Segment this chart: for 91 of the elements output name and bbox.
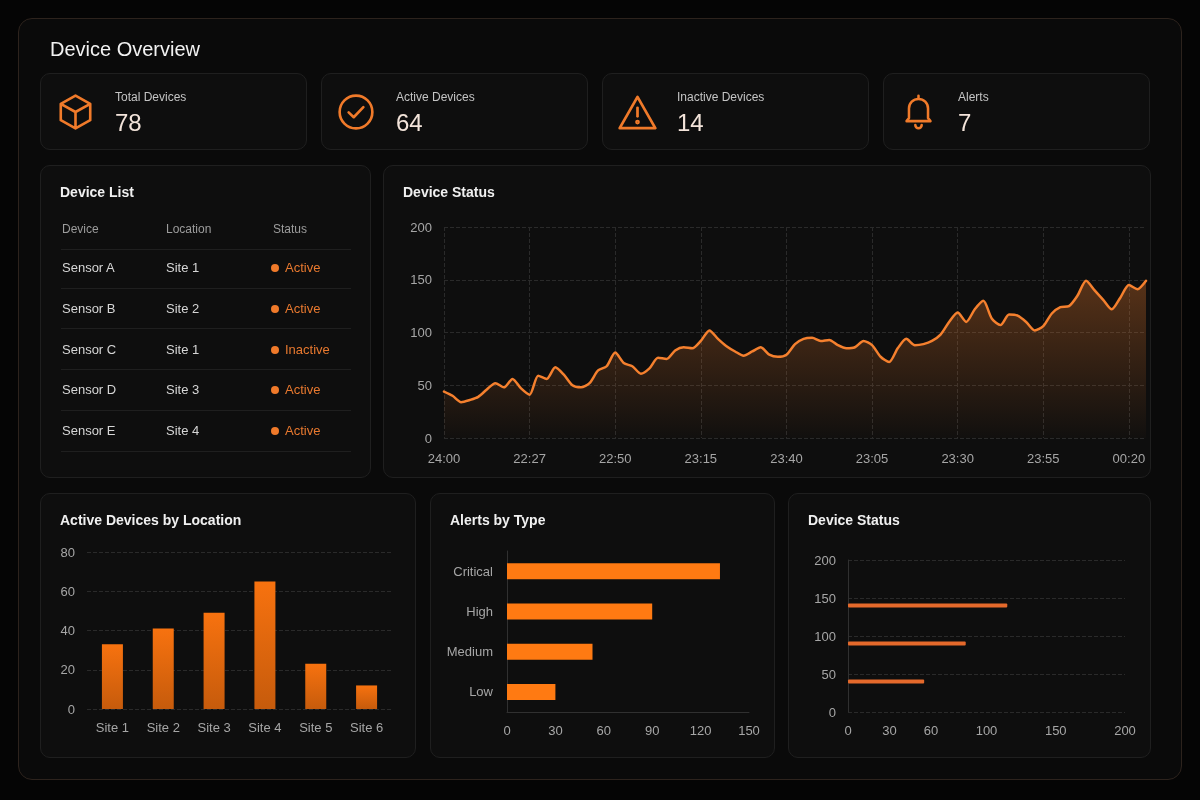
text: Sensor E — [62, 423, 116, 440]
text: Sensor A — [62, 260, 115, 276]
x-tick-label: 60 — [596, 723, 612, 738]
bar — [507, 683, 556, 700]
category-label: Total Devices — [115, 90, 187, 104]
bar — [101, 644, 123, 709]
y-tick-label: 0 — [424, 430, 432, 446]
chart-title: Device Status — [403, 183, 495, 201]
bar — [507, 603, 653, 620]
data-label: 64 — [396, 109, 423, 137]
x-tick-label: 23:30 — [941, 451, 974, 466]
x-tick-label: 120 — [689, 723, 712, 738]
x-tick-label: 0 — [503, 723, 511, 738]
text: Status — [273, 221, 308, 237]
bar — [254, 581, 276, 709]
text: Site 4 — [166, 423, 200, 440]
x-tick-label: 30 — [882, 723, 897, 738]
y-tick-label: 60 — [60, 583, 75, 599]
x-tick-label: 23:40 — [770, 451, 803, 466]
bar — [507, 643, 593, 660]
x-tick-label: 60 — [923, 723, 939, 738]
chart-title: Device Status — [808, 511, 900, 529]
text: Active — [285, 300, 321, 317]
x-tick-label: Site 5 — [299, 720, 333, 735]
x-tick-label: Site 3 — [197, 720, 231, 735]
x-tick-label: Site 1 — [95, 720, 130, 735]
y-tick-label: Low — [469, 684, 494, 700]
x-tick-label: Site 6 — [349, 720, 384, 735]
text: Inactive — [285, 341, 330, 358]
y-tick-label: 150 — [410, 272, 432, 288]
x-tick-label: 150 — [1044, 723, 1067, 738]
y-tick-label: 150 — [814, 590, 836, 606]
x-tick-label: 90 — [644, 723, 660, 738]
x-tick-label: 200 — [1114, 723, 1136, 738]
y-tick-label: 100 — [410, 325, 432, 340]
bar — [848, 641, 966, 646]
data-label: 7 — [958, 109, 972, 137]
category-label: Active Devices — [396, 90, 475, 104]
x-tick-label: Site 4 — [248, 720, 282, 735]
x-tick-label: 22:50 — [598, 451, 632, 466]
x-tick-label: 150 — [738, 723, 760, 738]
data-label: 14 — [677, 109, 704, 137]
text: Sensor B — [62, 300, 116, 317]
category-label: Inactive Devices — [677, 90, 765, 104]
text: Sensor C — [62, 341, 117, 358]
x-tick-label: Site 2 — [146, 720, 180, 735]
bar — [848, 679, 925, 684]
x-tick-label: 100 — [975, 723, 998, 738]
text: Site 2 — [166, 300, 200, 317]
x-tick-label: 23:55 — [1026, 451, 1060, 466]
y-tick-label: 50 — [821, 666, 836, 682]
bar — [507, 563, 720, 580]
x-tick-label: 00:20 — [1112, 451, 1146, 466]
text: Active — [285, 423, 321, 440]
chart-title: Alerts by Type — [450, 511, 546, 529]
text: Device — [62, 221, 99, 237]
y-tick-label: 50 — [417, 377, 432, 393]
data-label: 78 — [115, 109, 142, 137]
text: Active — [285, 382, 321, 399]
category-label: Alerts — [958, 90, 989, 104]
y-tick-label: 80 — [60, 544, 75, 560]
bar — [848, 603, 1008, 608]
text: Site 1 — [166, 341, 200, 358]
y-tick-label: 200 — [814, 552, 836, 568]
text: Device Overview — [50, 37, 201, 61]
x-tick-label: 30 — [548, 723, 563, 738]
y-tick-label: 100 — [814, 628, 836, 644]
y-tick-label: High — [466, 603, 493, 619]
x-tick-label: 23:15 — [684, 451, 718, 466]
text: Location — [166, 221, 212, 237]
y-tick-label: Medium — [446, 644, 493, 660]
x-tick-label: 24:00 — [427, 451, 461, 466]
chart-title: Active Devices by Location — [60, 511, 242, 529]
y-tick-label: Critical — [453, 563, 494, 579]
text: Site 1 — [166, 260, 200, 276]
x-tick-label: 0 — [844, 723, 852, 738]
text: Site 3 — [166, 382, 200, 399]
x-tick-label: 23:05 — [855, 451, 889, 466]
y-tick-label: 40 — [60, 623, 75, 638]
bar — [305, 663, 327, 709]
text: Sensor D — [62, 382, 117, 399]
y-tick-label: 200 — [410, 219, 432, 235]
bar — [203, 612, 225, 709]
x-tick-label: 22:27 — [513, 451, 546, 466]
bar — [356, 685, 378, 709]
y-tick-label: 0 — [828, 704, 836, 720]
text: Device List — [60, 183, 134, 201]
text: Active — [285, 260, 321, 276]
y-tick-label: 20 — [60, 662, 75, 678]
y-tick-label: 0 — [67, 701, 75, 717]
bar — [152, 628, 174, 709]
